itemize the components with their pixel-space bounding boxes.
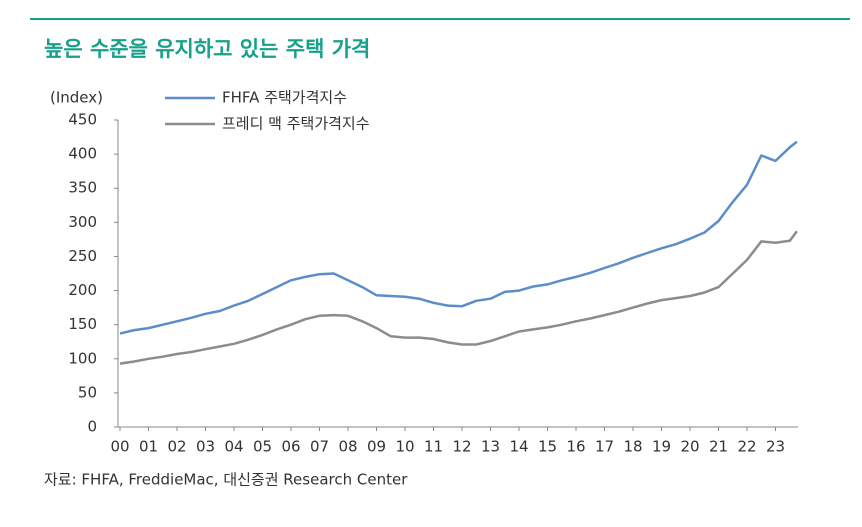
legend-label: 프레디 맥 주택가격지수 [222, 115, 370, 133]
y-tick-label: 450 [68, 111, 97, 129]
x-tick-label: 11 [424, 438, 443, 456]
x-tick-label: 16 [566, 438, 585, 456]
x-tick-label: 08 [338, 438, 357, 456]
x-tick-label: 06 [281, 438, 300, 456]
x-tick-label: 18 [623, 438, 642, 456]
x-tick-label: 00 [110, 438, 129, 456]
y-axis-label: (Index) [50, 89, 103, 107]
x-tick-label: 15 [538, 438, 557, 456]
y-tick-label: 350 [68, 179, 97, 197]
series-line [119, 140, 798, 335]
y-tick-label: 50 [78, 383, 97, 401]
x-tick-label: 20 [680, 438, 699, 456]
x-tick-label: 01 [139, 438, 158, 456]
x-tick-label: 09 [367, 438, 386, 456]
chart-title: 높은 수준을 유지하고 있는 주택 가격 [44, 37, 370, 61]
y-tick-label: 200 [68, 281, 97, 299]
x-tick-label: 03 [196, 438, 215, 456]
x-tick-label: 19 [652, 438, 671, 456]
x-tick-label: 14 [509, 438, 528, 456]
x-tick-label: 02 [167, 438, 186, 456]
source: 자료: FHFA, FreddieMac, 대신증권 Research Cent… [44, 471, 408, 489]
x-tick-label: 21 [709, 438, 728, 456]
y-tick-label: 250 [68, 247, 97, 265]
y-tick-label: 400 [68, 145, 97, 163]
y-tick-label: 100 [68, 349, 97, 367]
legend-label: FHFA 주택가격지수 [222, 89, 347, 107]
y-tick-label: 0 [87, 418, 97, 436]
x-tick-label: 04 [224, 438, 243, 456]
x-tick-label: 12 [452, 438, 471, 456]
x-tick-label: 07 [310, 438, 329, 456]
x-tick-label: 17 [595, 438, 614, 456]
x-tick-label: 10 [395, 438, 414, 456]
y-tick-label: 300 [68, 213, 97, 231]
x-tick-label: 13 [481, 438, 500, 456]
x-tick-label: 23 [766, 438, 785, 456]
y-tick-label: 150 [68, 315, 97, 333]
x-tick-label: 22 [737, 438, 756, 456]
x-tick-label: 05 [253, 438, 272, 456]
series-line [119, 230, 798, 365]
